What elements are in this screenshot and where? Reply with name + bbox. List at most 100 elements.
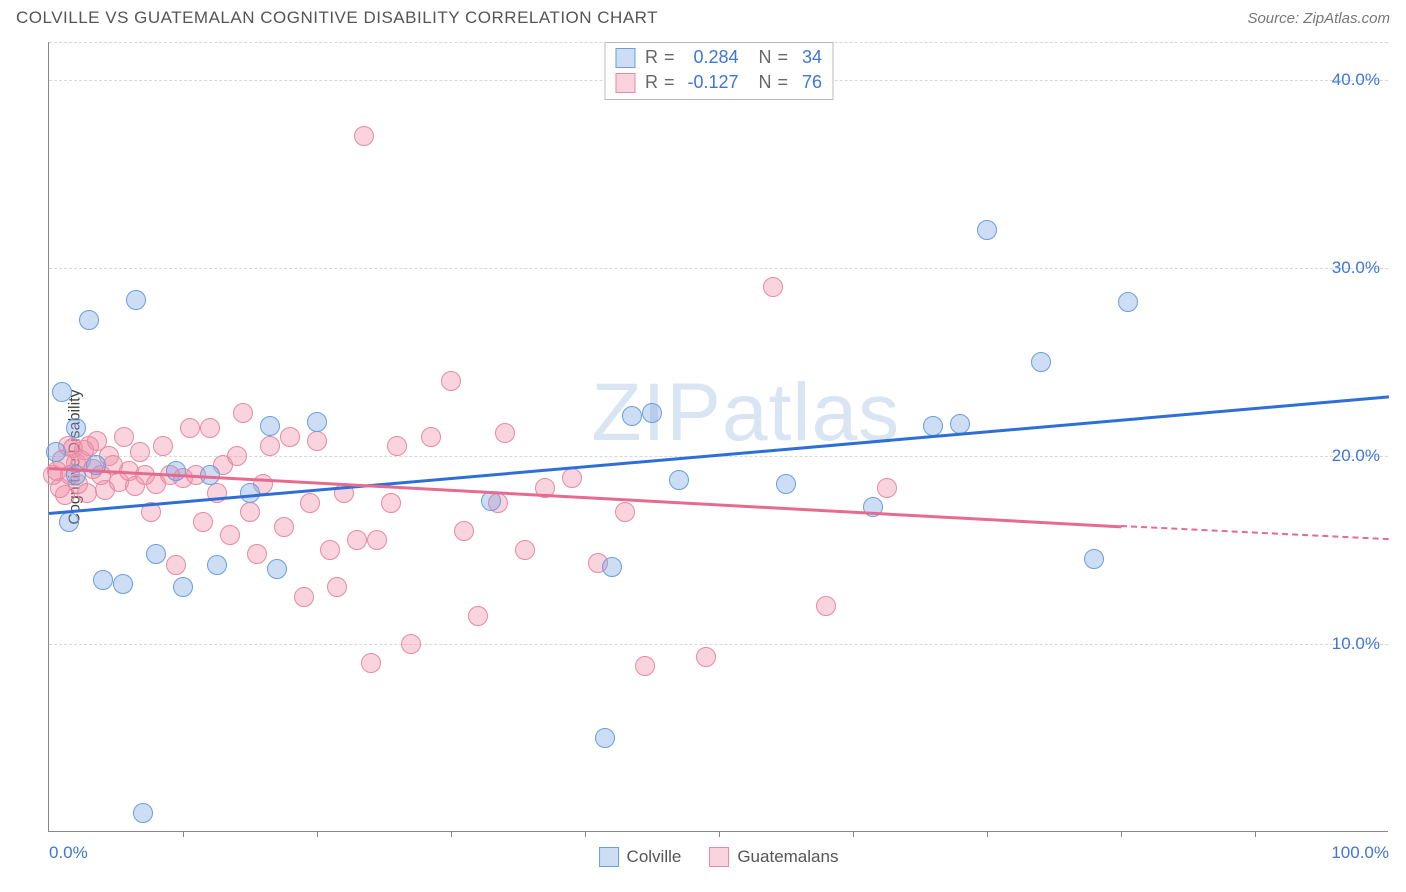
x-tick bbox=[987, 831, 988, 837]
colville-point bbox=[59, 512, 79, 532]
stat-n-value: 76 bbox=[794, 72, 822, 93]
legend-swatch bbox=[709, 847, 729, 867]
colville-point bbox=[66, 418, 86, 438]
legend-item: Guatemalans bbox=[709, 847, 838, 867]
guatemalans-point bbox=[763, 277, 783, 297]
stat-key: R bbox=[645, 47, 658, 68]
guatemalans-point bbox=[327, 577, 347, 597]
guatemalans-point bbox=[200, 418, 220, 438]
colville-point bbox=[622, 406, 642, 426]
guatemalans-point bbox=[401, 634, 421, 654]
x-tick bbox=[183, 831, 184, 837]
guatemalans-point bbox=[495, 423, 515, 443]
guatemalans-point bbox=[153, 436, 173, 456]
guatemalans-point bbox=[260, 436, 280, 456]
guatemalans-point bbox=[280, 427, 300, 447]
colville-point bbox=[602, 557, 622, 577]
legend-swatch bbox=[599, 847, 619, 867]
stats-row: R=0.284N=34 bbox=[615, 45, 822, 70]
stats-box: R=0.284N=34R=-0.127N=76 bbox=[604, 42, 833, 100]
colville-point bbox=[79, 310, 99, 330]
guatemalans-point bbox=[240, 502, 260, 522]
guatemalans-point bbox=[166, 555, 186, 575]
guatemalans-point bbox=[441, 371, 461, 391]
y-tick-label: 30.0% bbox=[1332, 258, 1380, 278]
header: COLVILLE VS GUATEMALAN COGNITIVE DISABIL… bbox=[0, 0, 1406, 32]
guatemalans-point bbox=[294, 587, 314, 607]
guatemalans-point bbox=[77, 483, 97, 503]
guatemalans-point bbox=[320, 540, 340, 560]
guatemalans-point bbox=[354, 126, 374, 146]
x-tick bbox=[1255, 831, 1256, 837]
colville-point bbox=[1118, 292, 1138, 312]
bottom-legend: Colville Guatemalans bbox=[599, 847, 839, 867]
chart-title: COLVILLE VS GUATEMALAN COGNITIVE DISABIL… bbox=[16, 8, 658, 28]
guatemalans-point bbox=[193, 512, 213, 532]
guatemalans-point bbox=[387, 436, 407, 456]
stats-row: R=-0.127N=76 bbox=[615, 70, 822, 95]
colville-point bbox=[977, 220, 997, 240]
colville-point bbox=[133, 803, 153, 823]
guatemalans-point bbox=[515, 540, 535, 560]
colville-point bbox=[260, 416, 280, 436]
guatemalans-point bbox=[233, 403, 253, 423]
guatemalans-point bbox=[381, 493, 401, 513]
plot-area: 10.0%20.0%30.0%40.0%0.0%100.0%ZIPatlasR=… bbox=[48, 42, 1388, 832]
guatemalans-point bbox=[816, 596, 836, 616]
x-tick bbox=[585, 831, 586, 837]
stat-key: N bbox=[759, 72, 772, 93]
stat-r-value: 0.284 bbox=[681, 47, 739, 68]
chart-container: Cognitive Disability 10.0%20.0%30.0%40.0… bbox=[0, 32, 1406, 882]
colville-point bbox=[1031, 352, 1051, 372]
source-label: Source: ZipAtlas.com bbox=[1247, 10, 1390, 27]
colville-point bbox=[776, 474, 796, 494]
stat-r-value: -0.127 bbox=[681, 72, 739, 93]
guatemalans-point bbox=[615, 502, 635, 522]
x-tick bbox=[853, 831, 854, 837]
colville-point bbox=[923, 416, 943, 436]
colville-point bbox=[93, 570, 113, 590]
x-tick bbox=[719, 831, 720, 837]
gridline bbox=[49, 644, 1388, 645]
legend-swatch bbox=[615, 73, 635, 93]
guatemalans-point bbox=[274, 517, 294, 537]
guatemalans-point bbox=[220, 525, 240, 545]
guatemalans-point bbox=[247, 544, 267, 564]
guatemalans-point bbox=[130, 442, 150, 462]
colville-point bbox=[642, 403, 662, 423]
stat-key: N bbox=[759, 47, 772, 68]
y-tick-label: 10.0% bbox=[1332, 634, 1380, 654]
colville-point bbox=[950, 414, 970, 434]
guatemalans-point bbox=[114, 427, 134, 447]
colville-point bbox=[166, 461, 186, 481]
stat-n-value: 34 bbox=[794, 47, 822, 68]
y-tick-label: 40.0% bbox=[1332, 70, 1380, 90]
x-tick-label: 0.0% bbox=[49, 843, 88, 863]
guatemalans-trendline-dash bbox=[1121, 525, 1389, 540]
colville-point bbox=[267, 559, 287, 579]
stat-key: R bbox=[645, 72, 658, 93]
legend-item: Colville bbox=[599, 847, 682, 867]
guatemalans-point bbox=[227, 446, 247, 466]
colville-point bbox=[595, 728, 615, 748]
guatemalans-point bbox=[421, 427, 441, 447]
guatemalans-point bbox=[361, 653, 381, 673]
colville-point bbox=[307, 412, 327, 432]
guatemalans-point bbox=[300, 493, 320, 513]
guatemalans-point bbox=[696, 647, 716, 667]
guatemalans-point bbox=[367, 530, 387, 550]
colville-point bbox=[1084, 549, 1104, 569]
gridline bbox=[49, 268, 1388, 269]
x-tick bbox=[451, 831, 452, 837]
guatemalans-point bbox=[635, 656, 655, 676]
y-tick-label: 20.0% bbox=[1332, 446, 1380, 466]
colville-point bbox=[173, 577, 193, 597]
legend-swatch bbox=[615, 48, 635, 68]
colville-point bbox=[52, 382, 72, 402]
colville-point bbox=[207, 555, 227, 575]
colville-point bbox=[126, 290, 146, 310]
guatemalans-point bbox=[347, 530, 367, 550]
guatemalans-point bbox=[454, 521, 474, 541]
guatemalans-point bbox=[468, 606, 488, 626]
colville-point bbox=[146, 544, 166, 564]
